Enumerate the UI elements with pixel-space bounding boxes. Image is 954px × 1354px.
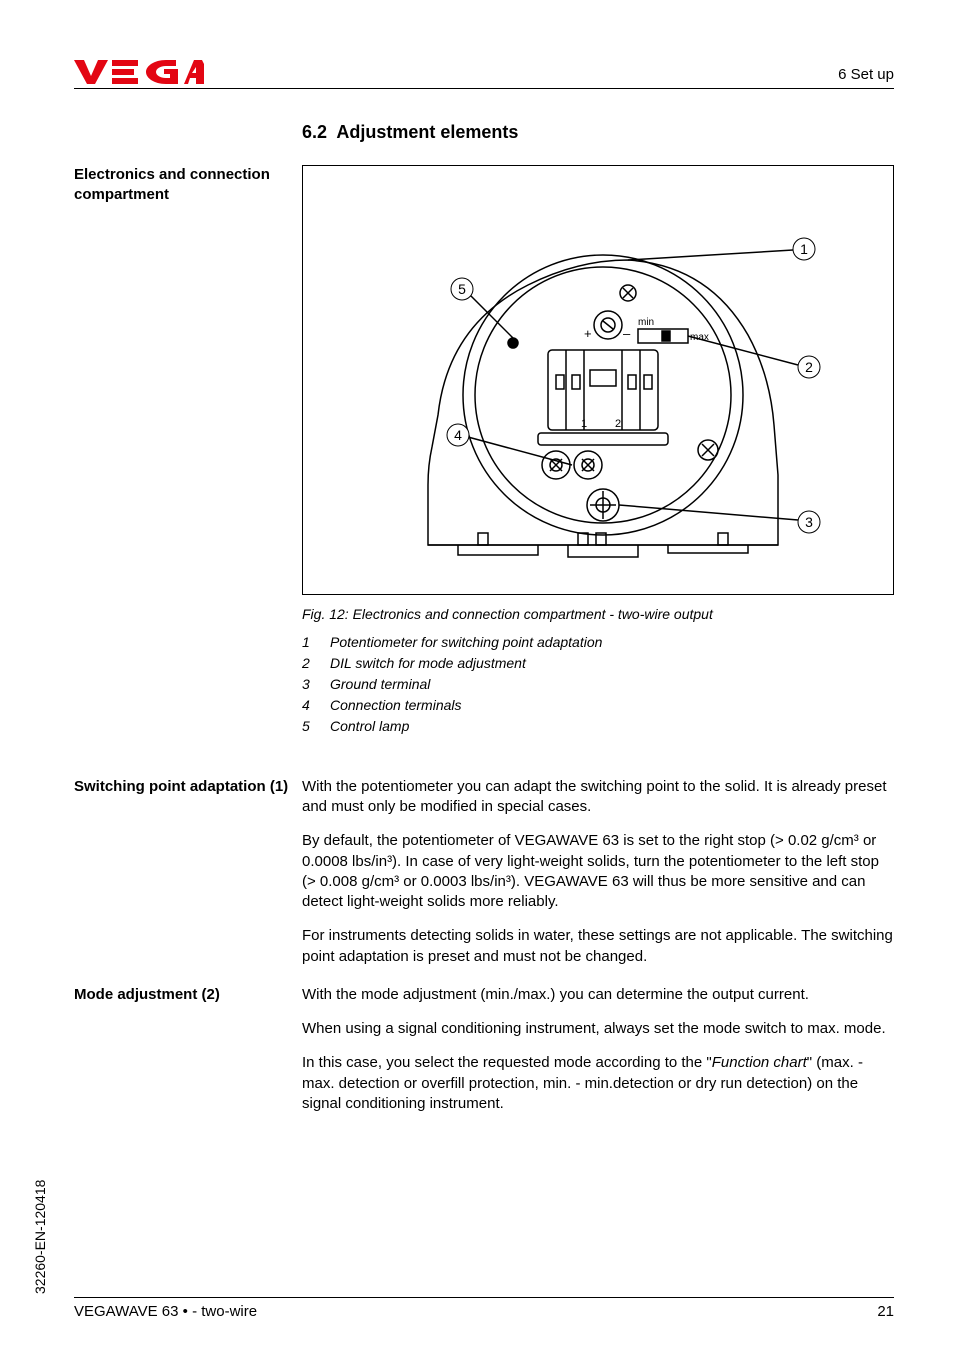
legend-item: 1Potentiometer for switching point adapt…	[302, 632, 894, 653]
svg-text:5: 5	[458, 281, 466, 297]
svg-text:+: +	[584, 326, 592, 341]
footer-left: VEGAWAVE 63 • - two-wire	[74, 1303, 257, 1320]
figure-legend: 1Potentiometer for switching point adapt…	[302, 632, 894, 737]
svg-text:2: 2	[805, 359, 813, 375]
svg-text:2: 2	[615, 418, 621, 430]
margin-heading: Mode adjustment (2)	[74, 985, 302, 1005]
svg-text:max: max	[690, 332, 709, 343]
svg-text:3: 3	[805, 514, 813, 530]
legend-text: DIL switch for mode adjustment	[330, 653, 526, 674]
paragraph: With the mode adjustment (min./max.) you…	[302, 985, 894, 1005]
legend-item: 3Ground terminal	[302, 674, 894, 695]
legend-text: Connection terminals	[330, 695, 462, 716]
paragraph: With the potentiometer you can adapt the…	[302, 777, 894, 818]
legend-number: 1	[302, 632, 330, 653]
section-heading: Adjustment elements	[336, 122, 518, 142]
margin-heading: Switching point adaptation (1)	[74, 777, 302, 797]
section-title: 6.2 Adjustment elements	[302, 122, 894, 143]
legend-text: Ground terminal	[330, 674, 430, 695]
legend-number: 5	[302, 716, 330, 737]
margin-heading: Electronics and connection compartment	[74, 165, 302, 204]
paragraph: By default, the potentiometer of VEGAWAV…	[302, 831, 894, 912]
content-row: Electronics and connection compartment	[74, 165, 894, 737]
svg-text:–: –	[623, 326, 631, 341]
figure-diagram: + – min max 1 2 1 2 3 4 5	[302, 165, 894, 595]
paragraph: When using a signal conditioning instrum…	[302, 1019, 894, 1039]
legend-number: 3	[302, 674, 330, 695]
footer-rule	[74, 1297, 894, 1298]
legend-item: 2DIL switch for mode adjustment	[302, 653, 894, 674]
legend-item: 5Control lamp	[302, 716, 894, 737]
doc-code: 32260-EN-120418	[32, 1180, 48, 1294]
paragraph: In this case, you select the requested m…	[302, 1053, 894, 1114]
svg-text:1: 1	[800, 241, 808, 257]
legend-text: Potentiometer for switching point adapta…	[330, 632, 602, 653]
content-row: Mode adjustment (2)With the mode adjustm…	[74, 985, 894, 1114]
legend-text: Control lamp	[330, 716, 409, 737]
svg-text:min: min	[638, 317, 654, 328]
figure-caption: Fig. 12: Electronics and connection comp…	[302, 605, 894, 624]
section-number: 6.2	[302, 122, 327, 142]
body-content: With the potentiometer you can adapt the…	[302, 777, 894, 967]
content-row: Switching point adaptation (1)With the p…	[74, 777, 894, 967]
footer-page-number: 21	[877, 1303, 894, 1320]
legend-number: 2	[302, 653, 330, 674]
body-content: With the mode adjustment (min./max.) you…	[302, 985, 894, 1114]
page-chapter: 6 Set up	[838, 66, 894, 83]
svg-text:1: 1	[581, 418, 587, 430]
paragraph: For instruments detecting solids in wate…	[302, 926, 894, 967]
header-rule	[74, 88, 894, 89]
legend-number: 4	[302, 695, 330, 716]
vega-logo	[74, 58, 204, 86]
svg-text:4: 4	[454, 427, 462, 443]
legend-item: 4Connection terminals	[302, 695, 894, 716]
body-content: + – min max 1 2 1 2 3 4 5 Fig. 12: Elect…	[302, 165, 894, 737]
